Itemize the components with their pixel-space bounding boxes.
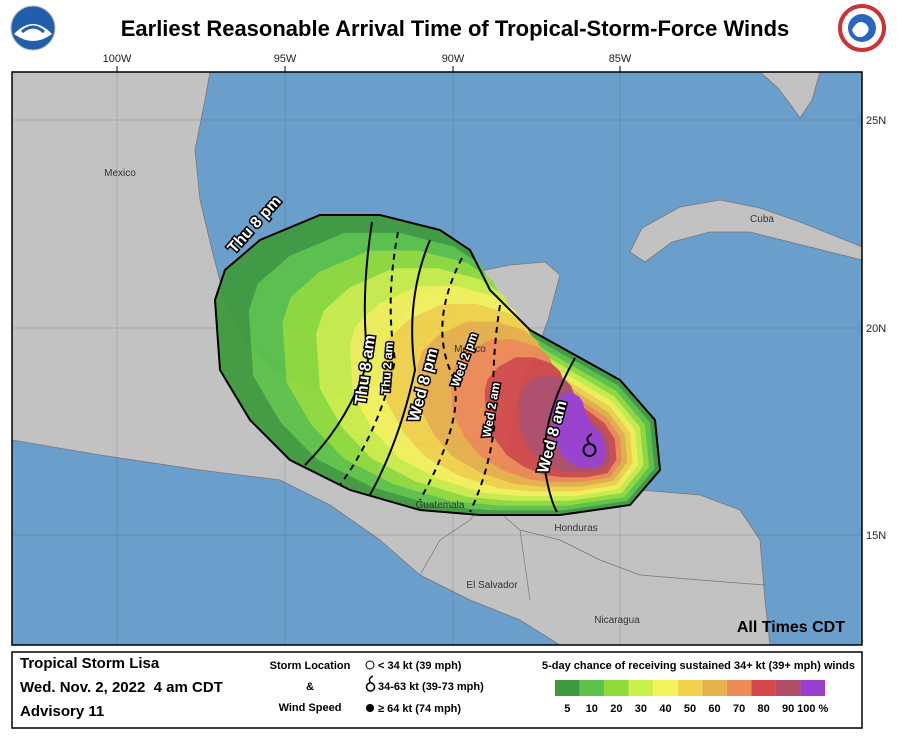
swath-outline — [213, 214, 662, 516]
lat-label: 25N — [866, 115, 886, 127]
axis-labels: 100W 95W 90W 85W 25N 20N 15N — [103, 53, 887, 542]
time-zone-note: All Times CDT — [737, 619, 845, 636]
key-title: & — [306, 681, 314, 693]
legend-swatch — [800, 680, 825, 696]
legend-swatch — [579, 680, 605, 696]
lon-label: 95W — [274, 53, 297, 65]
storm-marker — [582, 433, 597, 457]
lat-label: 20N — [866, 323, 886, 335]
key-title: Storm Location — [270, 660, 351, 672]
place-labels: Mexico Cuba Mexico Guatemala Honduras El Salv… — [104, 168, 774, 626]
lon-label: 100W — [103, 53, 132, 65]
legend: 5 10 20 30 40 50 60 70 80 90 100 % — [555, 680, 829, 715]
legend-swatch — [604, 680, 629, 696]
legend-swatch — [628, 680, 654, 696]
legend-label: 60 — [708, 703, 720, 715]
issue-time: Wed. Nov. 2, 2022 4 am CDT — [20, 679, 223, 696]
key-symbol — [365, 660, 375, 670]
legend-label: 10 — [586, 703, 598, 715]
probability-swath — [215, 215, 660, 515]
key-symbol — [366, 704, 374, 712]
noaa-logo — [10, 5, 56, 51]
key-item: 34-63 kt (39-73 mph) — [378, 681, 484, 693]
legend-label: 40 — [659, 703, 671, 715]
legend-swatch — [751, 680, 776, 696]
place-label: Nicaragua — [594, 615, 640, 626]
place-label: Mexico — [104, 168, 136, 179]
legend-swatch — [726, 680, 752, 696]
legend-swatch — [702, 680, 727, 696]
map-area: Mexico Cuba Mexico Guatemala Honduras El Salv… — [12, 72, 862, 645]
title: Earliest Reasonable Arrival Time of Trop… — [121, 16, 790, 41]
place-label: Cuba — [750, 214, 774, 225]
legend-label: 90 — [782, 703, 794, 715]
legend-label: 100 % — [797, 703, 828, 715]
legend-swatch — [555, 680, 580, 696]
florida — [759, 72, 821, 119]
legend-label: 80 — [758, 703, 770, 715]
place-label: Guatemala — [416, 500, 465, 511]
place-label: El Salvador — [466, 580, 518, 591]
key-title: Wind Speed — [279, 702, 342, 714]
key-symbol — [365, 675, 376, 692]
lon-label: 90W — [442, 53, 465, 65]
swath-band — [552, 392, 606, 468]
arrival-isochrones — [304, 221, 576, 513]
legend-swatch — [653, 680, 678, 696]
legend-label: 30 — [635, 703, 647, 715]
key-item: ≥ 64 kt (74 mph) — [378, 703, 461, 715]
arrival-time-label: Thu 2 am — [378, 341, 396, 395]
cuba — [629, 199, 862, 263]
legend-swatch — [677, 680, 703, 696]
key-item: < 34 kt (39 mph) — [378, 660, 462, 672]
legend-label: 70 — [733, 703, 745, 715]
advisory: Advisory 11 — [20, 703, 104, 720]
legend-label: 20 — [610, 703, 622, 715]
nws-logo — [838, 4, 886, 52]
map-frame — [11, 71, 863, 646]
legend-title: 5-day chance of receiving sustained 34+ … — [542, 660, 855, 672]
lat-label: 15N — [866, 530, 886, 542]
place-label: Honduras — [554, 523, 597, 534]
legend-swatch — [775, 680, 801, 696]
legend-label: 5 — [564, 703, 570, 715]
storm-name: Tropical Storm Lisa — [20, 655, 160, 672]
place-label: Mexico — [454, 344, 486, 355]
lon-label: 85W — [609, 53, 632, 65]
legend-label: 50 — [684, 703, 696, 715]
